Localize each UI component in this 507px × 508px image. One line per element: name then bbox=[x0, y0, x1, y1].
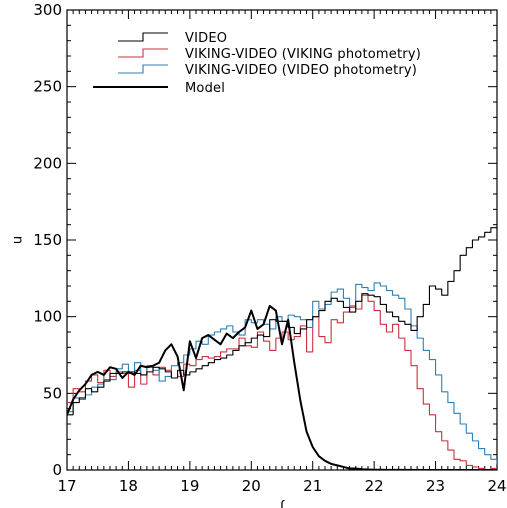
legend-label: VIDEO bbox=[185, 31, 227, 46]
y-tick-label: 0 bbox=[52, 461, 62, 479]
x-tick-label: 21 bbox=[303, 477, 322, 495]
series-layer bbox=[67, 224, 497, 470]
y-tick-label: 250 bbox=[33, 78, 62, 96]
legend-swatch bbox=[118, 64, 168, 74]
x-tick-label: 20 bbox=[242, 477, 261, 495]
legend-label: VIKING-VIDEO (VIKING photometry) bbox=[185, 47, 421, 62]
x-tick-label: 22 bbox=[365, 477, 384, 495]
y-tick-label: 50 bbox=[43, 384, 62, 402]
legend-swatch bbox=[118, 32, 168, 42]
x-axis-label: J bbox=[280, 499, 285, 508]
x-tick-label: 23 bbox=[426, 477, 445, 495]
x-tick-label: 17 bbox=[57, 477, 76, 495]
y-tick-label: 150 bbox=[33, 231, 62, 249]
y-axis-label: n bbox=[10, 236, 25, 244]
legend-label: Model bbox=[185, 81, 225, 96]
x-tick-label: 18 bbox=[119, 477, 138, 495]
plot-frame bbox=[66, 9, 498, 471]
x-tick-label: 24 bbox=[487, 477, 506, 495]
y-tick-label: 300 bbox=[33, 1, 62, 19]
series-video bbox=[67, 224, 497, 416]
series-viking-video-video-photometry bbox=[67, 282, 497, 465]
y-tick-label: 200 bbox=[33, 154, 62, 172]
series-model bbox=[67, 304, 497, 470]
y-tick-label: 100 bbox=[33, 308, 62, 326]
legend-swatch bbox=[118, 48, 168, 58]
x-tick-label: 19 bbox=[180, 477, 199, 495]
legend-label: VIKING-VIDEO (VIDEO photometry) bbox=[185, 63, 417, 78]
